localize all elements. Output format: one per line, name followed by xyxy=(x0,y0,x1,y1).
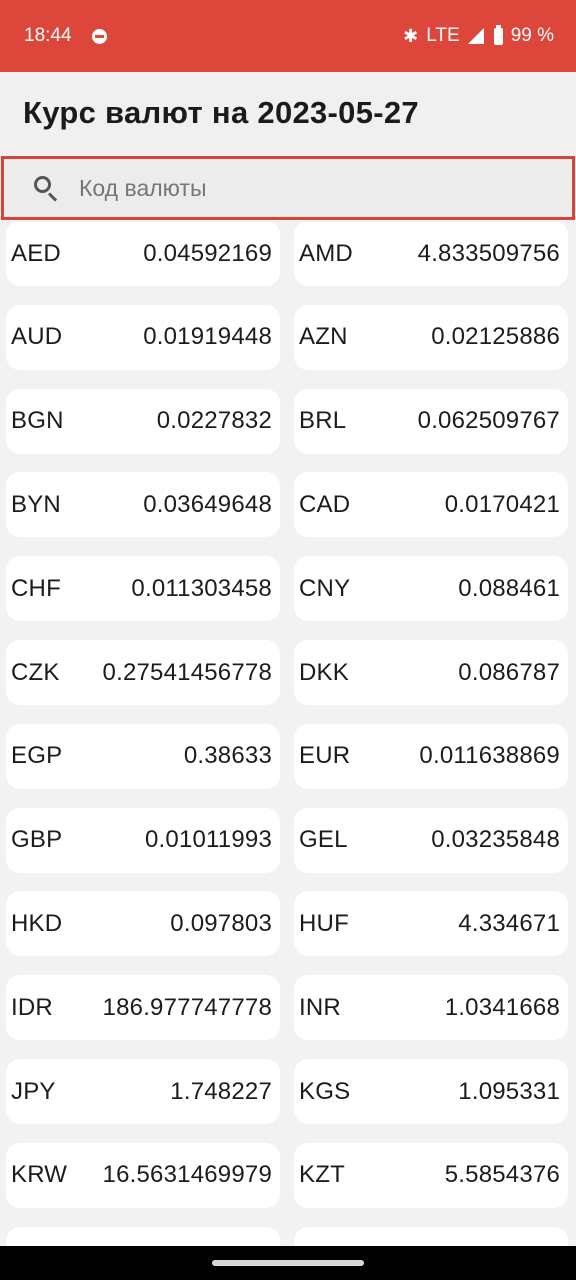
currency-rate: 0.0227832 xyxy=(156,407,272,435)
currency-rate: 0.011638869 xyxy=(419,742,560,770)
currency-code: AUD xyxy=(11,323,63,351)
network-type: LTE xyxy=(426,25,460,46)
currency-card[interactable]: INR 1.0341668 xyxy=(294,975,568,1041)
currency-card[interactable]: AED 0.04592169 xyxy=(6,222,280,286)
currency-card[interactable] xyxy=(6,1226,280,1246)
currency-rate: 0.38633 xyxy=(183,742,272,770)
currency-code: GBP xyxy=(11,826,63,854)
currency-code: CNY xyxy=(299,574,351,602)
signal-icon xyxy=(467,28,484,44)
do-not-disturb-icon xyxy=(91,28,107,44)
currency-code: DKK xyxy=(299,658,349,686)
currency-card[interactable]: KRW 16.5631469979 xyxy=(6,1142,280,1208)
currency-rate: 0.04592169 xyxy=(143,239,272,267)
currency-card[interactable]: KZT 5.5854376 xyxy=(294,1142,568,1208)
currency-card[interactable]: JPY 1.748227 xyxy=(6,1059,280,1124)
home-gesture-handle[interactable] xyxy=(212,1260,364,1266)
currency-rate: 0.03235848 xyxy=(431,826,560,854)
currency-card[interactable]: HKD 0.097803 xyxy=(6,891,280,957)
currency-rate: 0.27541456778 xyxy=(102,658,272,686)
currency-code: KGS xyxy=(299,1077,351,1105)
currency-rate: 0.01919448 xyxy=(143,323,272,351)
battery-icon xyxy=(493,24,503,45)
currency-code: HUF xyxy=(299,909,349,937)
currency-rate: 186.977747778 xyxy=(102,993,272,1021)
currency-card[interactable]: IDR 186.977747778 xyxy=(6,975,280,1041)
currency-rate: 0.01011993 xyxy=(144,826,272,854)
bluetooth-icon: ✱ xyxy=(403,25,419,46)
currency-card[interactable]: DKK 0.086787 xyxy=(294,640,568,705)
currency-code: KZT xyxy=(299,1161,345,1189)
currency-code: CZK xyxy=(11,658,60,686)
currency-card[interactable]: KGS 1.095331 xyxy=(294,1059,568,1124)
currency-card[interactable]: CNY 0.088461 xyxy=(294,556,568,622)
currency-code: HKD xyxy=(11,909,63,937)
currency-card[interactable]: AMD 4.833509756 xyxy=(294,222,568,286)
currency-rate: 16.5631469979 xyxy=(102,1161,272,1189)
currency-rate: 0.011303458 xyxy=(131,574,272,602)
currency-card[interactable]: BRL 0.062509767 xyxy=(294,388,568,454)
status-bar: 18:44 ✱ LTE 99 % xyxy=(0,0,576,72)
currency-card[interactable]: CZK 0.27541456778 xyxy=(6,640,280,705)
currency-code: KRW xyxy=(11,1161,68,1189)
currency-code: IDR xyxy=(11,993,53,1021)
currency-card[interactable]: HUF 4.334671 xyxy=(294,891,568,957)
currency-code: BGN xyxy=(11,407,64,435)
currency-rate: 4.334671 xyxy=(458,909,560,937)
currency-code: EUR xyxy=(299,742,351,770)
currency-card[interactable]: BGN 0.0227832 xyxy=(6,388,280,454)
currency-card[interactable]: BYN 0.03649648 xyxy=(6,472,280,538)
page-title: Курс валют на 2023-05-27 xyxy=(23,95,419,130)
currency-grid[interactable]: AED 0.04592169 AMD 4.833509756 AUD 0.01919448… xyxy=(0,222,576,1246)
currency-card[interactable]: GEL 0.03235848 xyxy=(294,807,568,873)
currency-rate: 0.088461 xyxy=(458,574,560,602)
currency-code: BRL xyxy=(299,407,347,435)
status-time: 18:44 xyxy=(24,25,72,46)
currency-rate: 4.833509756 xyxy=(417,239,560,267)
currency-card[interactable]: EGP 0.38633 xyxy=(6,723,280,789)
currency-code: JPY xyxy=(11,1077,56,1105)
app-header: Курс валют на 2023-05-27 xyxy=(0,72,576,154)
currency-code: AED xyxy=(11,239,61,267)
currency-rate: 1.095331 xyxy=(458,1077,560,1105)
currency-card[interactable]: CHF 0.011303458 xyxy=(6,556,280,622)
currency-card[interactable]: EUR 0.011638869 xyxy=(294,723,568,789)
currency-rate: 5.5854376 xyxy=(444,1161,560,1189)
currency-rate: 1.748227 xyxy=(170,1077,272,1105)
currency-code: CAD xyxy=(299,490,351,518)
navigation-bar xyxy=(0,1246,576,1280)
currency-code: AZN xyxy=(299,323,348,351)
currency-rate: 0.062509767 xyxy=(417,407,560,435)
currency-code: EGP xyxy=(11,742,63,770)
currency-card[interactable]: AZN 0.02125886 xyxy=(294,304,568,370)
currency-code: GEL xyxy=(299,826,348,854)
battery-percent: 99 % xyxy=(510,25,554,46)
currency-code: CHF xyxy=(11,574,61,602)
currency-card[interactable]: GBP 0.01011993 xyxy=(6,807,280,873)
currency-rate: 0.03649648 xyxy=(143,490,272,518)
search-icon xyxy=(32,174,60,202)
currency-card[interactable] xyxy=(294,1226,568,1246)
search-input[interactable] xyxy=(79,174,519,202)
currency-rate: 0.0170421 xyxy=(444,490,560,518)
currency-card[interactable]: AUD 0.01919448 xyxy=(6,304,280,370)
search-box[interactable] xyxy=(1,156,575,220)
currency-code: AMD xyxy=(299,239,353,267)
currency-rate: 0.086787 xyxy=(458,658,560,686)
currency-rate: 0.02125886 xyxy=(431,323,560,351)
currency-code: INR xyxy=(299,993,341,1021)
currency-rate: 0.097803 xyxy=(170,909,272,937)
currency-card[interactable]: CAD 0.0170421 xyxy=(294,472,568,538)
currency-rate: 1.0341668 xyxy=(444,993,560,1021)
currency-code: BYN xyxy=(11,490,61,518)
